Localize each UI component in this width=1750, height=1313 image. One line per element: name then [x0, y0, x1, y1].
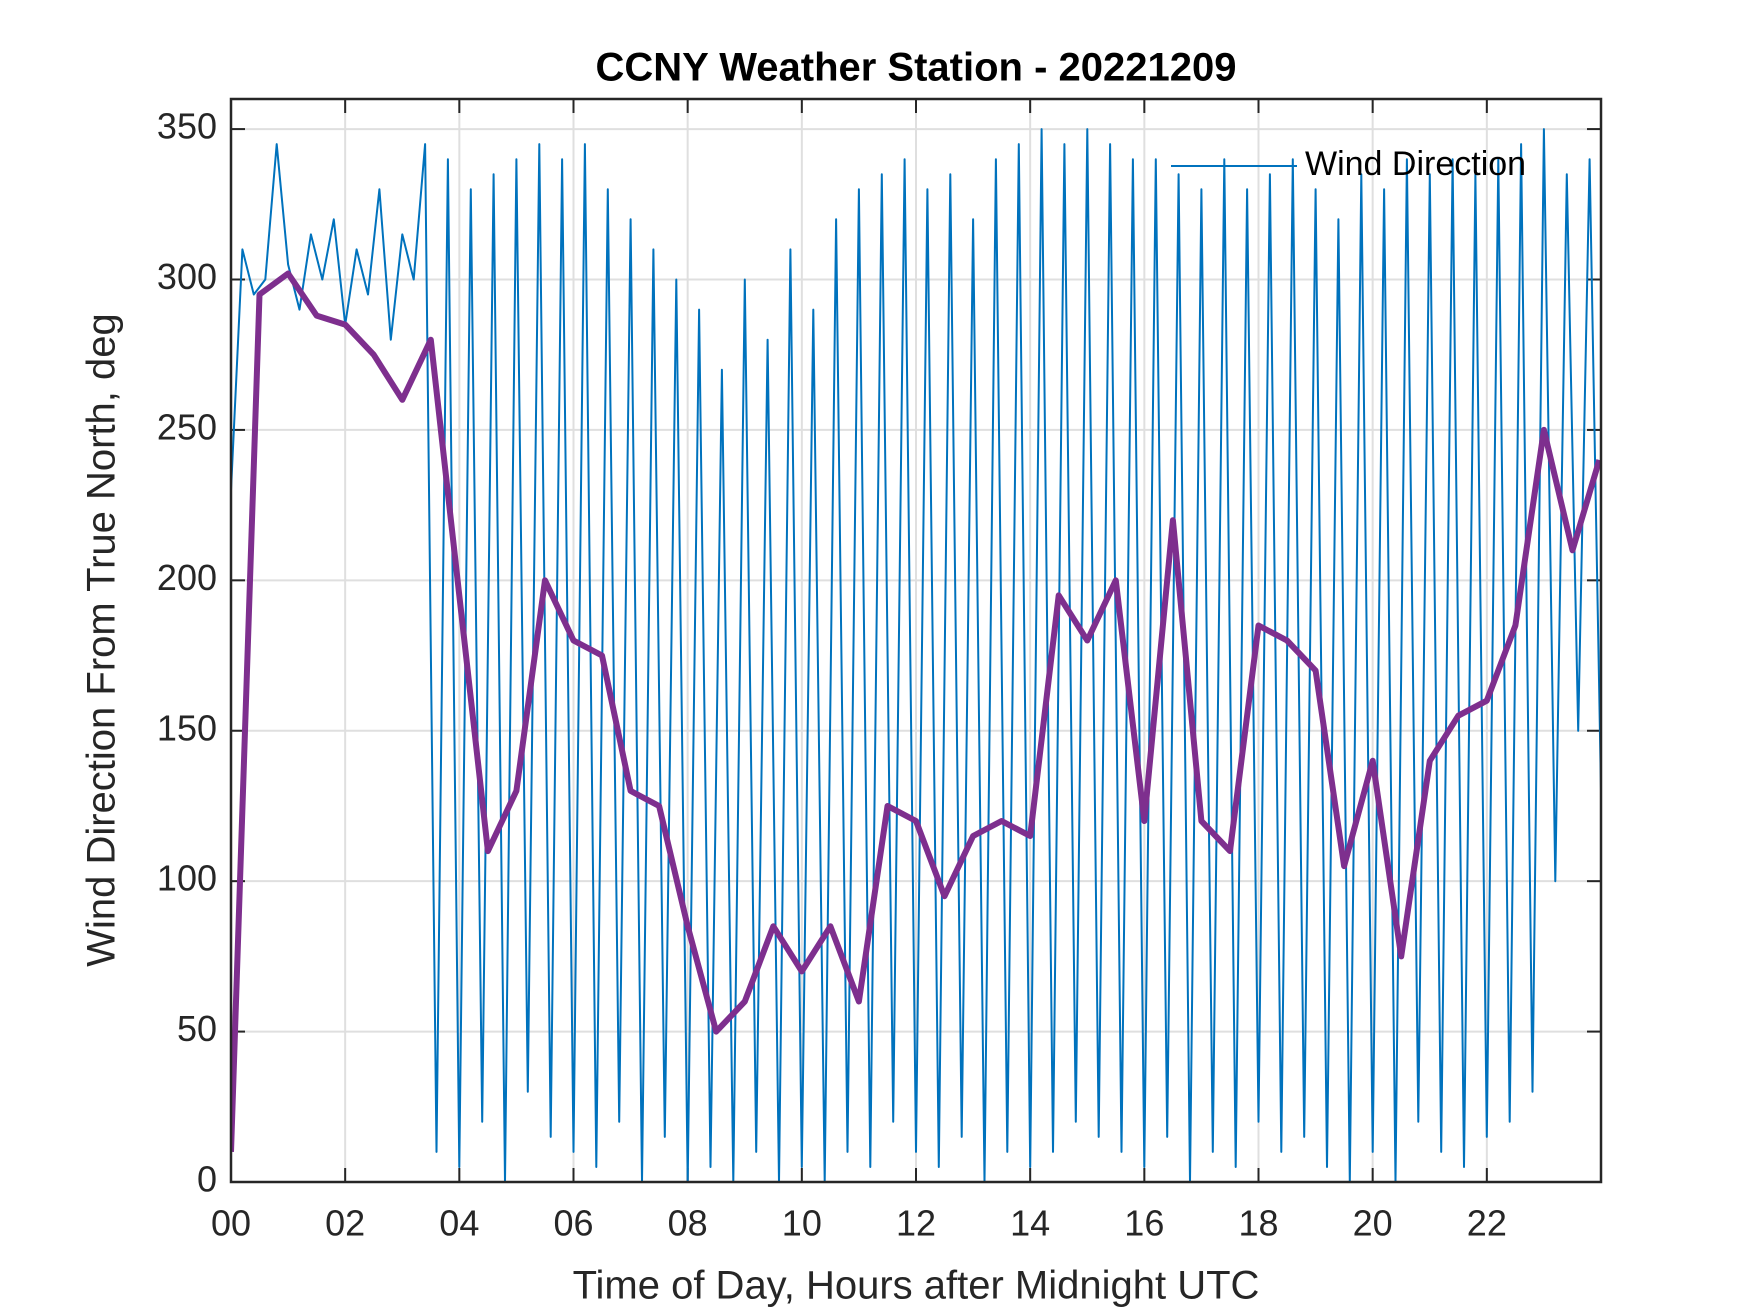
y-tick-label: 150 [157, 707, 217, 748]
y-tick-label: 0 [197, 1159, 217, 1200]
y-tick-label: 100 [157, 858, 217, 899]
x-axis-label: Time of Day, Hours after Midnight UTC [573, 1264, 1260, 1308]
x-tick-label: 14 [1010, 1203, 1050, 1244]
y-axis-label: Wind Direction From True North, deg [80, 313, 124, 967]
y-tick-label: 350 [157, 106, 217, 147]
x-tick-label: 20 [1353, 1203, 1393, 1244]
trend-line [231, 270, 1601, 1152]
x-tick-label: 02 [325, 1203, 365, 1244]
x-tick-label: 22 [1467, 1203, 1507, 1244]
data-line [231, 128, 1601, 1182]
x-tick-label: 00 [211, 1203, 251, 1244]
x-tick-label: 04 [439, 1203, 479, 1244]
y-tick-label: 50 [177, 1008, 217, 1049]
x-tick-label: 10 [782, 1203, 822, 1244]
x-tick-label: 16 [1124, 1203, 1164, 1244]
x-tick-label: 18 [1238, 1203, 1278, 1244]
y-tick-label: 250 [157, 406, 217, 447]
x-tick-label: 12 [896, 1203, 936, 1244]
axes-box [229, 97, 1603, 1184]
y-tick-label: 200 [157, 557, 217, 598]
x-tick-label: 08 [668, 1203, 708, 1244]
x-tick-label: 06 [553, 1203, 593, 1244]
y-tick-label: 300 [157, 256, 217, 297]
legend-label: Wind Direction [1305, 145, 1526, 183]
chart-title: CCNY Weather Station - 20221209 [596, 46, 1237, 90]
